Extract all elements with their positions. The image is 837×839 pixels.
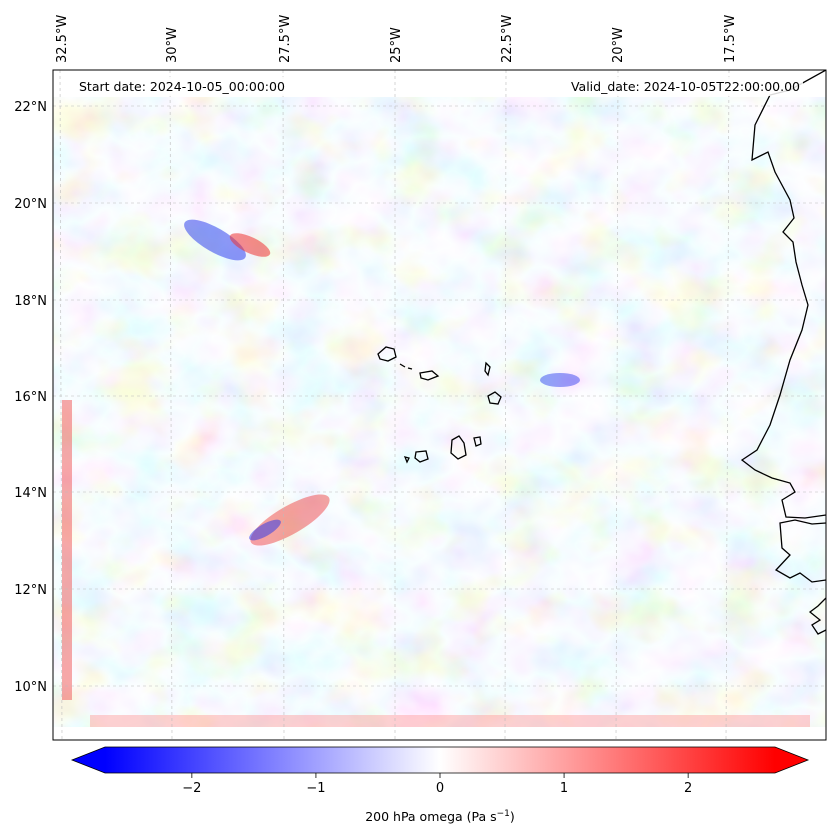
colorbar-extend-low: [72, 747, 105, 773]
colorbar-tick-label: −1: [306, 781, 325, 796]
coastline-africa: [740, 70, 826, 635]
colorbar-tick-label: 0: [436, 781, 444, 796]
lon-tick: 20°W: [611, 27, 626, 63]
lon-tick: 30°W: [165, 27, 180, 63]
colorbar-tick-label: 2: [684, 781, 692, 796]
graticule: [53, 70, 826, 740]
map-frame: [52, 69, 827, 741]
colorbar-gradient: [105, 747, 775, 773]
boundary-strip-west: [62, 400, 72, 700]
lon-tick: 17.5°W: [723, 15, 738, 63]
cape-verde-islands: [377, 346, 502, 464]
lat-tick: 20°N: [14, 197, 47, 212]
omega-field: [53, 70, 826, 740]
lon-tick: 25°W: [389, 27, 404, 63]
latitude-ticks: 22°N 20°N 18°N 16°N 14°N 12°N 10°N: [14, 100, 47, 695]
lat-tick: 14°N: [14, 486, 47, 501]
colorbar-extend-high: [775, 747, 808, 773]
colorbar: −2 −1 0 1 2 200 hPa omega (Pa s−1): [70, 746, 810, 824]
colorbar-tick-label: −2: [182, 781, 201, 796]
boundary-strip-south: [90, 715, 810, 727]
longitude-ticks: 32.5°W 30°W 27.5°W 25°W 22.5°W 20°W 17.5…: [55, 15, 738, 63]
colorbar-label: 200 hPa omega (Pa s−1): [365, 809, 515, 824]
start-date-label: Start date: 2024-10-05_00:00:00: [79, 79, 285, 94]
lat-tick: 18°N: [14, 294, 47, 309]
lon-tick: 32.5°W: [55, 15, 70, 63]
lat-tick: 22°N: [14, 100, 47, 115]
lat-tick: 12°N: [14, 583, 47, 598]
lat-tick: 16°N: [14, 390, 47, 405]
colorbar-tick-label: 1: [560, 781, 568, 796]
colorbar-ticks: −2 −1 0 1 2: [182, 773, 692, 796]
valid-date-label: Valid_date: 2024-10-05T22:00:00.00: [571, 79, 800, 94]
lat-tick: 10°N: [14, 680, 47, 695]
lon-tick: 22.5°W: [500, 15, 515, 63]
lon-tick: 27.5°W: [278, 15, 293, 63]
